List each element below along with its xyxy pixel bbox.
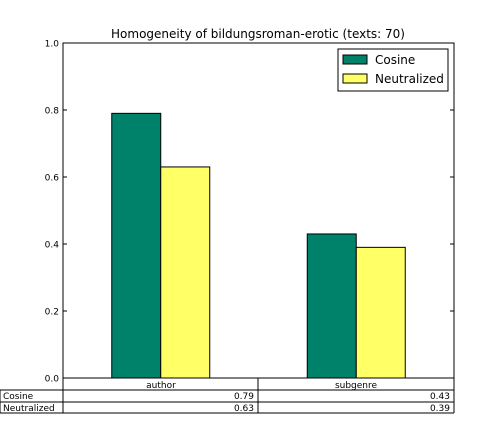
y-tick-label: 0.4 — [45, 241, 60, 251]
table-row-label-cosine: Cosine — [3, 392, 34, 402]
chart-title: Homogeneity of bildungsroman-erotic (tex… — [111, 27, 405, 41]
y-tick-label: 0.0 — [45, 375, 60, 385]
y-axis: 0.0 0.2 0.4 0.6 0.8 1.0 — [45, 40, 454, 385]
y-tick-label: 0.2 — [45, 308, 59, 318]
table-header-subgenre: subgenre — [335, 381, 378, 391]
plot-area — [111, 112, 406, 379]
legend-label-cosine: Cosine — [375, 53, 415, 67]
table-cell-cosine-subgenre: 0.43 — [430, 392, 450, 402]
y-tick-label: 0.8 — [45, 107, 60, 117]
table-header-author: author — [146, 381, 176, 391]
bar-neutralized-author — [160, 166, 211, 379]
legend-swatch-cosine — [342, 54, 368, 65]
y-tick-label: 0.6 — [45, 174, 60, 184]
y-tick-label: 1.0 — [45, 40, 60, 50]
legend-label-neutralized: Neutralized — [375, 72, 444, 86]
bar-neutralized-subgenre — [355, 246, 406, 379]
bar-cosine-author — [111, 112, 162, 379]
legend: Cosine Neutralized — [337, 48, 449, 92]
table-row-label-neutralized: Neutralized — [3, 404, 55, 414]
bar-cosine-subgenre — [306, 233, 357, 379]
table-cell-cosine-author: 0.79 — [234, 392, 254, 402]
legend-swatch-neutralized — [342, 73, 368, 84]
data-table: author subgenre Cosine Neutralized 0.79 … — [0, 377, 455, 414]
table-cell-neutralized-subgenre: 0.39 — [430, 404, 450, 414]
table-cell-neutralized-author: 0.63 — [234, 404, 254, 414]
